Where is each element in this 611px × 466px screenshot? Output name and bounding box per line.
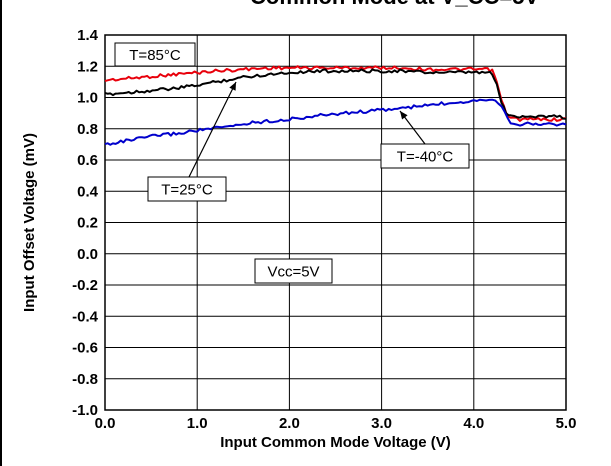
- annotations: T=85°C T=25°C T=-40°C Vcc=5V: [114, 42, 470, 284]
- y-tick-label: 0.4: [77, 183, 99, 200]
- y-tick-label: -0.8: [72, 371, 98, 388]
- y-tick-label: 0.8: [77, 121, 98, 138]
- annotation-label: Vcc=5V: [267, 264, 319, 281]
- axis-ticks: -1.0 -0.8 -0.6 -0.4 -0.2 0.0 0.2 0.4 0.6 0.8 1.0 1.…: [72, 27, 576, 432]
- series-line-2: [104, 68, 567, 120]
- x-tick-label: 1.0: [187, 415, 208, 432]
- series-lines: [104, 65, 567, 146]
- x-tick-label: 3.0: [371, 415, 392, 432]
- annotation-label: T=85°C: [129, 47, 181, 64]
- y-tick-label: 1.0: [77, 90, 98, 107]
- chart-title-clipped: Common Mode at V_CC=5V: [250, 0, 539, 10]
- annotation-arrowhead: [400, 111, 408, 120]
- y-axis-label: Input Offset Voltage (mV): [21, 133, 38, 312]
- x-tick-label: 5.0: [556, 415, 577, 432]
- y-tick-label: -0.6: [72, 340, 98, 357]
- annotation-arrowhead: [229, 82, 236, 91]
- y-tick-label: 0.2: [77, 215, 98, 232]
- x-tick-label: 2.0: [279, 415, 300, 432]
- y-tick-label: 0.6: [77, 152, 98, 169]
- y-tick-label: -0.2: [72, 277, 98, 294]
- y-tick-label: 0.0: [77, 246, 98, 263]
- annotation-box: [114, 42, 196, 67]
- x-tick-label: 0.0: [95, 415, 116, 432]
- y-tick-label: -0.4: [72, 308, 99, 325]
- series-line-1: [104, 65, 567, 122]
- annotation-box: [254, 258, 333, 284]
- annotation-leader-line: [188, 81, 237, 178]
- grid-lines: [104, 34, 567, 411]
- y-tick-label: 1.2: [77, 58, 98, 75]
- annotation-box: [147, 176, 227, 202]
- plot-area-frame: [104, 34, 567, 411]
- annotation-box: [380, 143, 470, 169]
- annotation-leaders: [188, 81, 426, 178]
- y-tick-label: -1.0: [72, 402, 98, 419]
- x-axis-label: Input Common Mode Voltage (V): [220, 434, 451, 451]
- series-line-3: [104, 98, 567, 146]
- y-tick-label: 1.4: [77, 27, 99, 44]
- annotation-label: T=25°C: [161, 182, 213, 199]
- x-tick-label: 4.0: [463, 415, 484, 432]
- annotation-label: T=-40°C: [397, 149, 454, 166]
